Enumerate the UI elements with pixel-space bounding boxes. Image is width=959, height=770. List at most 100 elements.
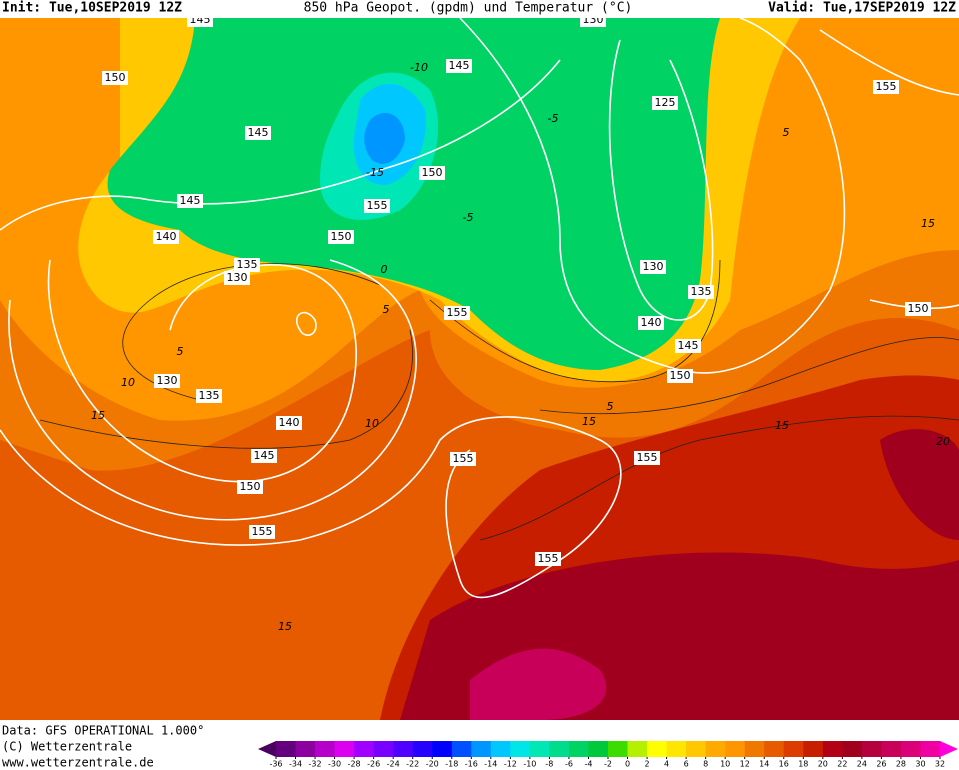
geopotential-label: 150 — [422, 166, 443, 179]
label-box — [224, 271, 250, 285]
geopotential-label: 150 — [908, 302, 929, 315]
geopotential-label: 125 — [655, 96, 676, 109]
geopotential-label: 140 — [641, 316, 662, 329]
geopotential-label: 135 — [237, 258, 258, 271]
colorbar-segment — [900, 741, 921, 757]
colorbar-segment — [705, 741, 726, 757]
temperature-label: 15 — [278, 620, 292, 633]
colorbar-tick-label: 18 — [798, 760, 808, 769]
label-box — [450, 452, 476, 466]
label-box — [276, 416, 302, 430]
geopotential-contour — [459, 17, 846, 374]
colorbar-tick-label: 0 — [625, 760, 630, 769]
label-box — [638, 316, 664, 330]
colorbar-segment — [627, 741, 648, 757]
colorbar-tick-label: 6 — [684, 760, 689, 769]
colorbar-tick-label: -18 — [445, 760, 458, 769]
label-box — [328, 230, 354, 244]
colorbar-segment — [803, 741, 824, 757]
colorbar-segment — [861, 741, 882, 757]
temperature-label: 20 — [936, 435, 950, 448]
geopotential-label: 150 — [670, 369, 691, 382]
colorbar-tick-label: 26 — [876, 760, 886, 769]
colorbar-tick-label: -4 — [584, 760, 592, 769]
colorbar-segment — [920, 741, 941, 757]
colorbar-tick-label: 24 — [857, 760, 867, 769]
colorbar-tick-label: -20 — [426, 760, 439, 769]
magenta-region — [470, 648, 607, 720]
geopotential-contour — [608, 39, 714, 321]
label-box — [245, 126, 271, 140]
colorbar-segment — [881, 741, 902, 757]
colorbar-tick-label: 22 — [837, 760, 847, 769]
geopotential-label: 140 — [279, 416, 300, 429]
colorbar-tick-label: -36 — [269, 760, 282, 769]
geopotential-label: 155 — [538, 552, 559, 565]
colorbar-segment — [666, 741, 687, 757]
geopotential-label: 135 — [199, 389, 220, 402]
colorbar-tick-label: -8 — [545, 760, 553, 769]
colorbar-segment — [393, 741, 414, 757]
temperature-label: 15 — [91, 409, 105, 422]
temperature-contour — [539, 337, 959, 415]
geopotential-label: 155 — [876, 80, 897, 93]
colorbar-tick-label: -34 — [289, 760, 302, 769]
temperature-label: 5 — [783, 126, 790, 139]
colorbar-tick-label: -16 — [465, 760, 478, 769]
label-box — [444, 306, 470, 320]
colorbar-segment — [510, 741, 531, 757]
colorbar-tick-label: 20 — [818, 760, 828, 769]
colorbar-tick-label: 28 — [896, 760, 906, 769]
temperature-label: -15 — [366, 166, 384, 179]
label-box — [196, 389, 222, 403]
colorbar-tick-label: -14 — [484, 760, 497, 769]
colorbar-tick-label: 4 — [664, 760, 669, 769]
colorbar-segment — [412, 741, 433, 757]
init-time: Init: Tue,10SEP2019 12Z — [2, 1, 182, 16]
label-box — [675, 339, 701, 353]
colorbar-tick-label: -26 — [367, 760, 380, 769]
valid-time: Valid: Tue,17SEP2019 12Z — [768, 1, 956, 16]
map — [0, 17, 959, 720]
temperature-contour — [429, 259, 721, 383]
label-box — [446, 59, 472, 73]
label-box — [667, 369, 693, 383]
colorbar-tick-label: 32 — [935, 760, 945, 769]
colorbar-arrow-low — [258, 741, 276, 757]
temperature-label: 5 — [383, 303, 390, 316]
colorbar-segment — [529, 741, 550, 757]
map-title: 850 hPa Geopot. (gpdm) und Temperatur (°… — [304, 1, 633, 16]
label-box — [640, 260, 666, 274]
website: www.wetterzentrale.de — [2, 756, 154, 770]
label-box — [237, 480, 263, 494]
colorbar-tick-label: 16 — [779, 760, 789, 769]
colorbar-segment — [295, 741, 316, 757]
colorbar-segment — [549, 741, 570, 757]
colorbar-segment — [725, 741, 746, 757]
colorbar-tick-label: -32 — [309, 760, 322, 769]
temperature-label: -10 — [410, 61, 428, 74]
label-box — [419, 166, 445, 180]
colorbar-tick-label: -30 — [328, 760, 341, 769]
colorbar-segment — [373, 741, 394, 757]
colorbar-tick-label: -2 — [604, 760, 612, 769]
colorbar-segment — [354, 741, 375, 757]
copyright: (C) Wetterzentrale — [2, 740, 132, 754]
temperature-label: 10 — [365, 417, 379, 430]
label-box — [234, 258, 260, 272]
temperature-label: 10 — [121, 376, 135, 389]
label-box — [177, 194, 203, 208]
geopotential-label: 155 — [252, 525, 273, 538]
colorbar-tick-label: 14 — [759, 760, 769, 769]
data-source: Data: GFS OPERATIONAL 1.000° — [2, 724, 204, 738]
geopotential-label: 155 — [637, 451, 658, 464]
geopotential-label: 130 — [643, 260, 664, 273]
geopotential-label: 150 — [240, 480, 261, 493]
geopotential-label: 150 — [331, 230, 352, 243]
geopotential-label: 145 — [678, 339, 699, 352]
geopotential-label: 155 — [447, 306, 468, 319]
temperature-label: 0 — [381, 263, 388, 276]
geopotential-label: 155 — [367, 199, 388, 212]
colorbar-segment — [764, 741, 785, 757]
